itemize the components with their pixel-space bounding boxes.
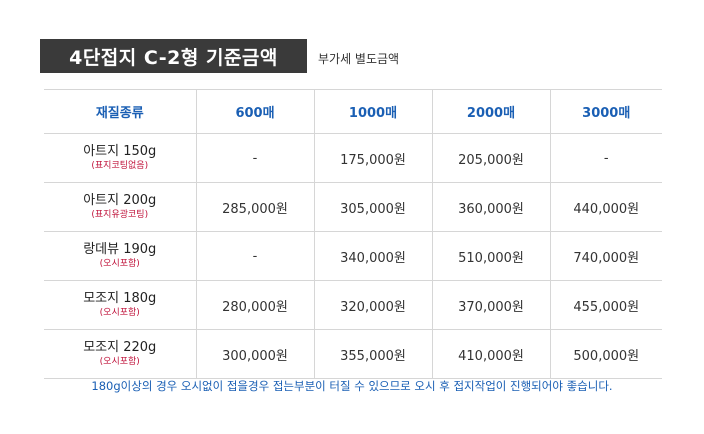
price-cell: 305,000원 [313,182,433,232]
table-row: 아트지 150g (표지코팅없음) - 175,000원 205,000원 - [44,133,662,183]
material-name: 아트지 150g [83,144,157,159]
material-note: (표지유광코팅) [91,210,149,220]
price-cell: 440,000원 [549,182,662,232]
header-row: 재질종류 600매 1000매 2000매 3000매 [44,89,662,134]
price-cell: 355,000원 [313,329,433,379]
material-name: 모조지 180g [83,291,157,306]
price-cell: - [195,231,315,281]
price-cell: 320,000원 [313,280,433,330]
header-qty-2000: 2000매 [431,89,551,134]
price-cell: 340,000원 [313,231,433,281]
material-name: 모조지 220g [83,340,157,355]
material-cell: 모조지 220g (오시포함) [44,329,197,379]
material-cell: 랑데뷰 190g (오시포함) [44,231,197,281]
header-qty-1000: 1000매 [313,89,433,134]
price-cell: 300,000원 [195,329,315,379]
price-cell: 410,000원 [431,329,551,379]
table-row: 모조지 180g (오시포함) 280,000원 320,000원 370,00… [44,280,662,330]
material-note: (표지코팅없음) [91,161,149,171]
price-cell: 280,000원 [195,280,315,330]
folding-footnote: 180g이상의 경우 오시없이 접을경우 접는부분이 터질 수 있으므로 오시 … [91,379,613,393]
header-qty-600: 600매 [195,89,315,134]
header-qty-3000: 3000매 [549,89,662,134]
material-cell: 모조지 180g (오시포함) [44,280,197,330]
price-cell: 175,000원 [313,133,433,183]
header-material: 재질종류 [44,89,197,134]
price-table: 재질종류 600매 1000매 2000매 3000매 아트지 150g (표지… [44,89,662,379]
table-row: 아트지 200g (표지유광코팅) 285,000원 305,000원 360,… [44,182,662,232]
price-cell: 360,000원 [431,182,551,232]
material-note: (오시포함) [99,259,140,269]
price-cell: 510,000원 [431,231,551,281]
price-cell: 500,000원 [549,329,662,379]
material-note: (오시포함) [99,308,140,318]
table-row: 모조지 220g (오시포함) 300,000원 355,000원 410,00… [44,329,662,379]
price-cell: - [195,133,315,183]
table-row: 랑데뷰 190g (오시포함) - 340,000원 510,000원 740,… [44,231,662,281]
price-cell: 455,000원 [549,280,662,330]
price-cell: 370,000원 [431,280,551,330]
price-cell: 205,000원 [431,133,551,183]
material-name: 랑데뷰 190g [83,242,157,257]
price-cell: 285,000원 [195,182,315,232]
price-cell: - [549,133,662,183]
material-name: 아트지 200g [83,193,157,208]
page-title: 4단접지 C-2형 기준금액 [40,39,307,73]
material-note: (오시포함) [99,357,140,367]
material-cell: 아트지 150g (표지코팅없음) [44,133,197,183]
price-cell: 740,000원 [549,231,662,281]
material-cell: 아트지 200g (표지유광코팅) [44,182,197,232]
vat-note: 부가세 별도금액 [318,52,400,66]
